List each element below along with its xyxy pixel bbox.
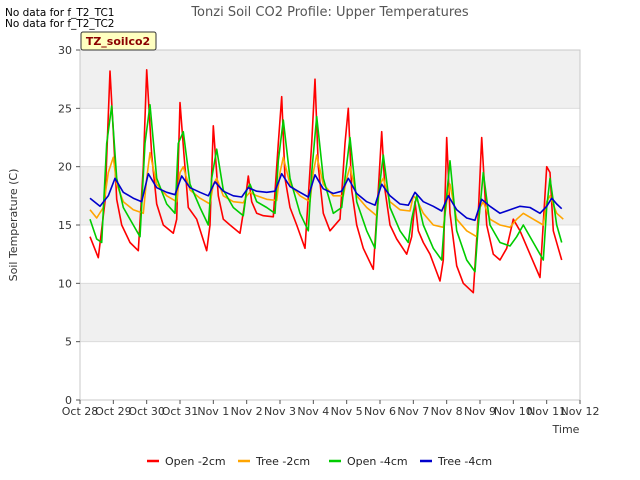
- x-tick-label: Nov 12: [561, 405, 600, 418]
- grid-band: [80, 283, 580, 342]
- y-tick-label: 30: [58, 44, 72, 57]
- x-axis-label: Time: [552, 423, 580, 436]
- x-tick-label: Oct 28: [62, 405, 99, 418]
- legend-label: Open -4cm: [347, 455, 408, 468]
- y-tick-label: 20: [58, 161, 72, 174]
- y-tick-label: 10: [58, 277, 72, 290]
- nodata-line-2: No data for f_T2_TC2: [5, 18, 115, 30]
- x-tick-label: Nov 4: [297, 405, 329, 418]
- y-tick-label: 0: [65, 394, 72, 407]
- series-line-open-2cm: [89, 69, 563, 294]
- x-tick-label: Nov 6: [364, 405, 396, 418]
- legend-label: Open -2cm: [165, 455, 226, 468]
- chart-title: Tonzi Soil CO2 Profile: Upper Temperatur…: [190, 5, 469, 20]
- x-tick-label: Nov 8: [431, 405, 463, 418]
- legend-label: Tree -4cm: [437, 455, 492, 468]
- site-label-box: [80, 31, 157, 51]
- series-line-tree-4cm: [89, 172, 563, 222]
- x-tick-label: Nov 9: [464, 405, 496, 418]
- site-label-text: TZ_soilco2: [86, 35, 150, 48]
- x-tick-label: Nov 1: [197, 405, 229, 418]
- x-tick-label: Nov 3: [264, 405, 296, 418]
- grid-band: [80, 50, 580, 109]
- x-tick-label: Nov 2: [231, 405, 263, 418]
- series-line-open-4cm: [89, 104, 563, 273]
- x-tick-label: Oct 29: [95, 405, 132, 418]
- x-tick-label: Nov 11: [527, 405, 566, 418]
- x-tick-label: Nov 5: [331, 405, 363, 418]
- x-tick-label: Oct 30: [128, 405, 165, 418]
- x-tick-label: Nov 10: [494, 405, 533, 418]
- x-tick-label: Oct 31: [162, 405, 199, 418]
- y-axis-label: Soil Temperature (C): [7, 169, 20, 282]
- y-tick-label: 25: [58, 102, 72, 115]
- y-tick-label: 15: [58, 219, 72, 232]
- nodata-line-1: No data for f_T2_TC1: [5, 7, 115, 19]
- legend-label: Tree -2cm: [255, 455, 310, 468]
- x-tick-label: Nov 7: [397, 405, 429, 418]
- y-tick-label: 5: [65, 336, 72, 349]
